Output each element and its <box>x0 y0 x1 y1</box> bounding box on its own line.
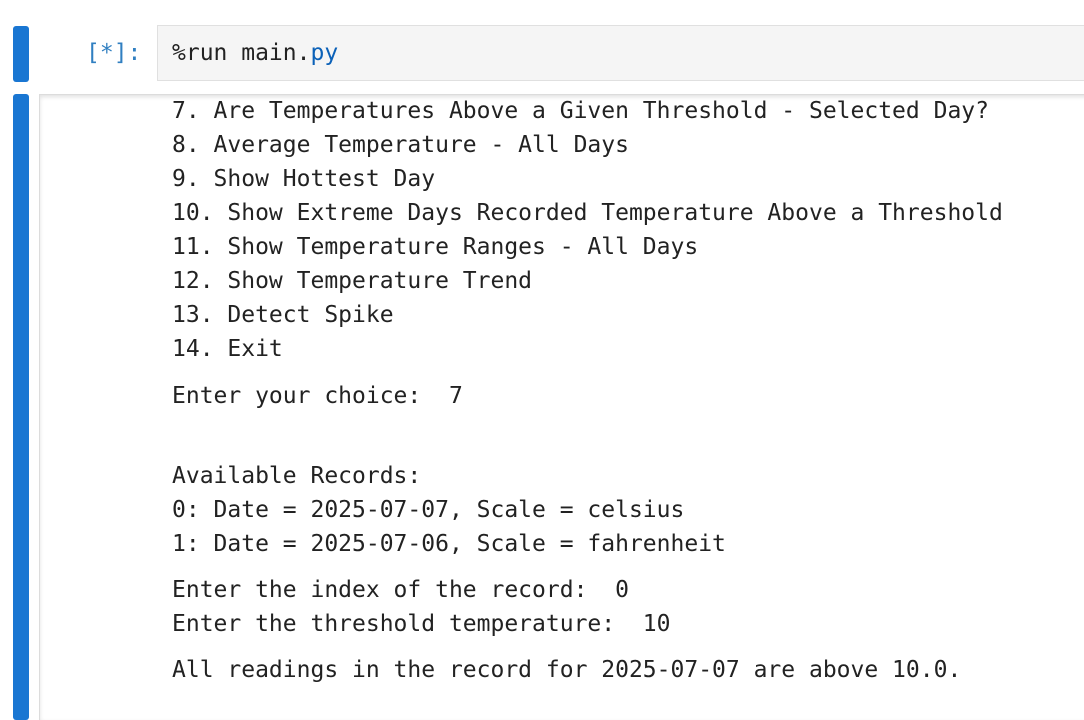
output-area[interactable] <box>39 94 1084 720</box>
menu-item-8: 8. Average Temperature - All Days <box>172 132 629 158</box>
menu-item-13: 13. Detect Spike <box>172 302 394 328</box>
menu-item-11: 11. Show Temperature Ranges - All Days <box>172 234 699 260</box>
records-header: Available Records: <box>172 463 422 489</box>
code-extension: py <box>310 40 339 66</box>
input-cell-selection-bar[interactable] <box>13 26 29 82</box>
result-text: All readings in the record for 2025-07-0… <box>172 657 962 683</box>
code-input-area[interactable]: %run main.py <box>157 25 1084 81</box>
output-cell-collapse-bar[interactable] <box>13 94 29 720</box>
input-prompt: [*]: <box>86 40 142 66</box>
record-1: 1: Date = 2025-07-06, Scale = fahrenheit <box>172 531 726 557</box>
choice-prompt: Enter your choice: 7 <box>172 383 463 409</box>
code-line[interactable]: %run main.py <box>172 36 338 70</box>
code-text: %run main. <box>172 40 311 66</box>
menu-item-12: 12. Show Temperature Trend <box>172 268 533 294</box>
threshold-prompt: Enter the threshold temperature: 10 <box>172 611 671 637</box>
record-0: 0: Date = 2025-07-07, Scale = celsius <box>172 497 685 523</box>
index-prompt: Enter the index of the record: 0 <box>172 577 629 603</box>
menu-item-10: 10. Show Extreme Days Recorded Temperatu… <box>172 200 1003 226</box>
menu-item-9: 9. Show Hottest Day <box>172 166 436 192</box>
menu-item-7: 7. Are Temperatures Above a Given Thresh… <box>172 98 989 124</box>
menu-item-14: 14. Exit <box>172 336 283 362</box>
